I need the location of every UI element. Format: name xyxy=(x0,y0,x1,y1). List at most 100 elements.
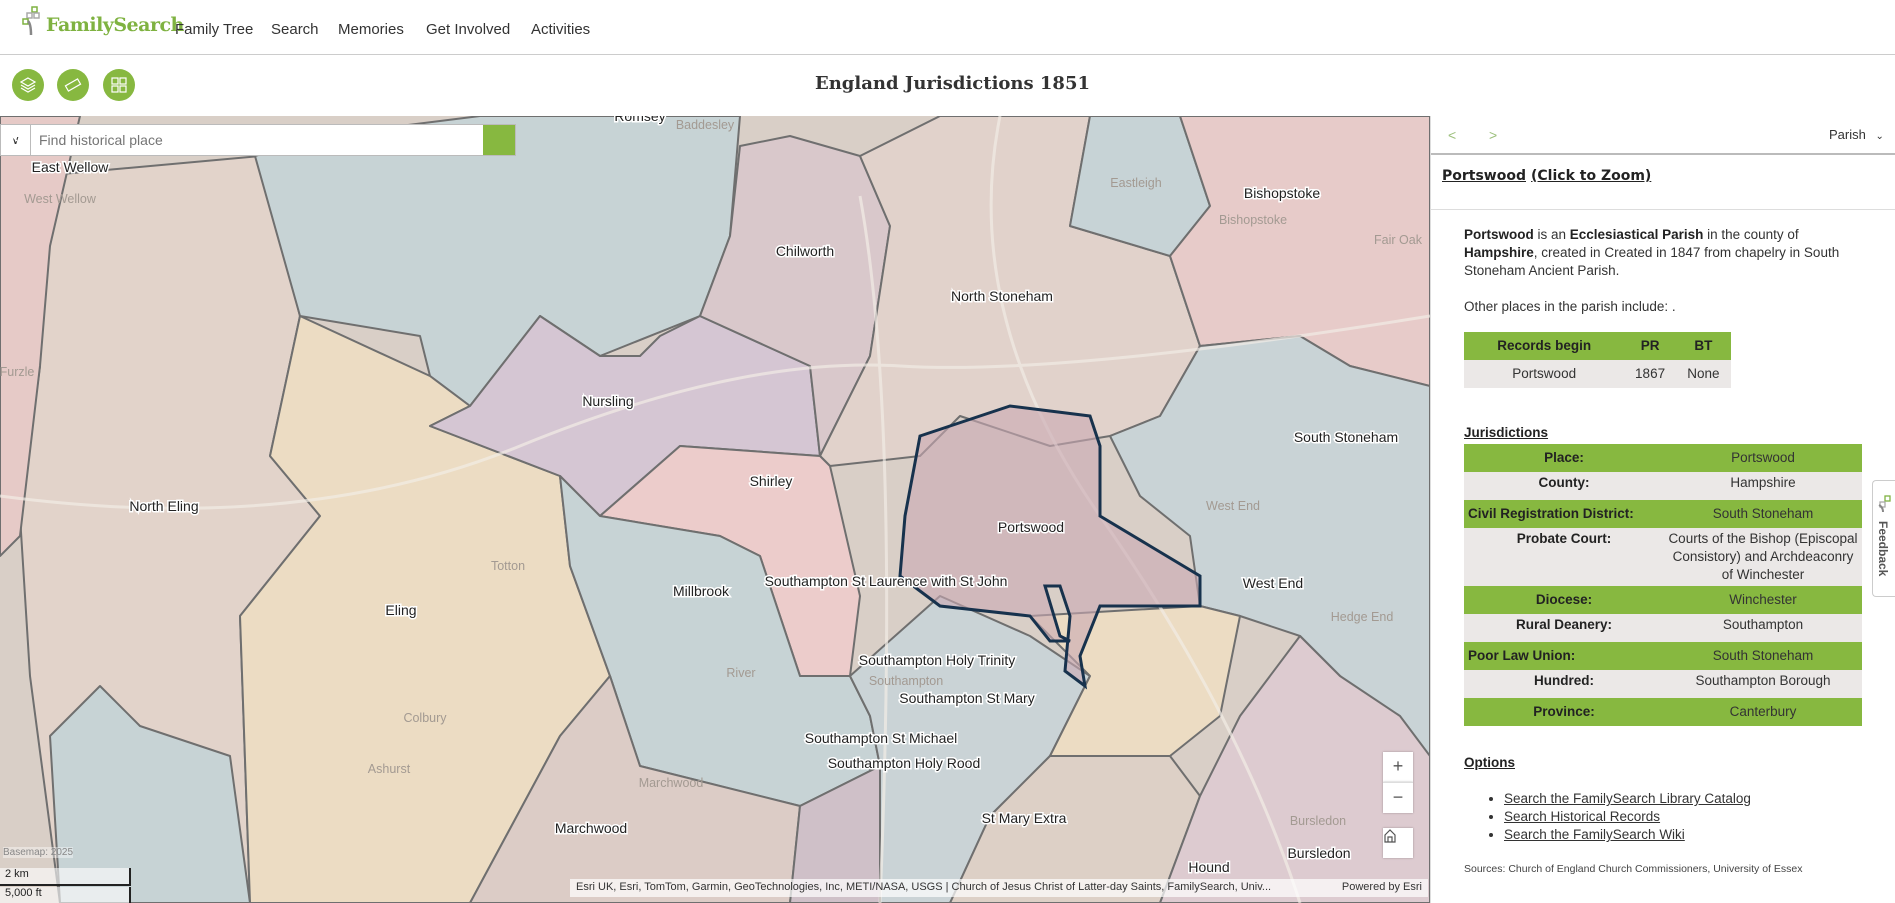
parish-label[interactable]: Southampton Holy Trinity xyxy=(857,651,1016,670)
panel-nav: < > Parish ⌄ xyxy=(1431,116,1895,155)
column-header: Records begin xyxy=(1464,332,1625,360)
feedback-label: Feedback xyxy=(1876,521,1890,577)
table-row: Portswood 1867 None xyxy=(1464,360,1731,388)
library-catalog-link[interactable]: Search the FamilySearch Library Catalog xyxy=(1504,791,1751,806)
basemap-label: Ashurst xyxy=(368,762,411,776)
nav-search[interactable]: Search xyxy=(271,21,319,38)
parish-label[interactable]: Millbrook xyxy=(671,582,731,601)
home-button[interactable] xyxy=(1383,828,1413,858)
parish-label[interactable]: Eling xyxy=(384,601,418,620)
basemap-label: Bishopstoke xyxy=(1219,213,1287,227)
tree-logo-icon xyxy=(22,6,40,36)
basemap-label: Bursledon xyxy=(1290,814,1346,828)
place-name-link[interactable]: Portswood xyxy=(1442,168,1526,184)
parish-label[interactable]: Portswood xyxy=(996,518,1065,537)
parish-label[interactable]: St Mary Extra xyxy=(980,809,1068,828)
table-row: Province: Canterbury xyxy=(1464,698,1862,726)
other-places: Other places in the parish include: . xyxy=(1464,299,1676,314)
nav-family-tree[interactable]: Family Tree xyxy=(175,21,254,38)
parish-label[interactable]: Shirley xyxy=(748,472,794,491)
region-west-pink xyxy=(0,116,81,557)
jurisdictions-heading: Jurisdictions xyxy=(1464,425,1549,440)
zoom-to-place-link[interactable]: (Click to Zoom) xyxy=(1531,168,1652,184)
parish-label[interactable]: Marchwood xyxy=(553,819,628,838)
options-heading: Options xyxy=(1464,755,1515,770)
basemap-label: Baddesley xyxy=(676,118,735,132)
parish-label[interactable]: Romsey xyxy=(613,116,667,126)
basemap-label: West End xyxy=(1206,499,1260,513)
place-description: Portswood is an Ecclesiastical Parish in… xyxy=(1464,227,1840,278)
parish-label[interactable]: Southampton Holy Rood xyxy=(826,754,982,773)
level-select[interactable]: Parish ⌄ xyxy=(1829,127,1884,142)
parish-label[interactable]: East Wellow xyxy=(30,158,111,177)
column-header: PR xyxy=(1624,332,1676,360)
page-title: England Jurisdictions 1851 xyxy=(814,73,1091,94)
logo-text: FamilySearch xyxy=(46,14,184,36)
parish-label[interactable]: West End xyxy=(1241,574,1304,593)
table-row: Place: Portswood xyxy=(1464,444,1862,472)
attribution-text: Esri UK, Esri, TomTom, Garmin, GeoTechno… xyxy=(576,881,1272,893)
map-view[interactable]: Baddesley West Wellow Eastleigh Bishopst… xyxy=(0,116,1430,903)
scale-km: 2 km xyxy=(0,868,131,886)
feedback-tab[interactable]: Feedback xyxy=(1872,480,1895,597)
next-button[interactable]: > xyxy=(1489,127,1498,143)
basemap-label: Fair Oak xyxy=(1374,233,1423,247)
place-heading: Portswood (Click to Zoom) xyxy=(1431,155,1895,210)
nav-activities[interactable]: Activities xyxy=(531,21,591,38)
parish-label[interactable]: Southampton St Mary xyxy=(898,689,1036,708)
parish-label[interactable]: North Stoneham xyxy=(950,287,1055,306)
column-header: BT xyxy=(1675,332,1731,360)
parish-label[interactable]: Chilworth xyxy=(774,242,835,261)
parish-label[interactable]: Southampton St Michael xyxy=(803,729,959,748)
options-list: Search the FamilySearch Library Catalog … xyxy=(1504,790,1862,844)
table-row: Hundred: Southampton Borough xyxy=(1464,670,1862,698)
parish-label[interactable]: North Eling xyxy=(128,497,200,516)
basemap-label: Hedge End xyxy=(1331,610,1394,624)
region-southwest-blue xyxy=(49,685,251,903)
region-marchwood xyxy=(469,675,801,903)
basemap-label: Colbury xyxy=(403,711,447,725)
zoom-out-button[interactable]: − xyxy=(1383,782,1413,813)
records-table: Records begin PR BT Portswood 1867 None xyxy=(1464,332,1731,388)
basemap-label: Totton xyxy=(491,559,525,573)
parish-labels: Romsey East Wellow Chilworth North Stone… xyxy=(30,116,1400,877)
historical-records-link[interactable]: Search Historical Records xyxy=(1504,809,1661,824)
wiki-link[interactable]: Search the FamilySearch Wiki xyxy=(1504,827,1685,842)
basemap-label: Southampton xyxy=(869,674,943,688)
jurisdiction-map[interactable]: Baddesley West Wellow Eastleigh Bishopst… xyxy=(0,116,1430,903)
table-row: Poor Law Union: South Stoneham xyxy=(1464,642,1862,670)
parish-label[interactable]: South Stoneham xyxy=(1292,428,1399,447)
basemap-label: West Wellow xyxy=(24,192,97,206)
parish-label[interactable]: Nursling xyxy=(581,392,635,411)
basemap-label: River xyxy=(726,666,755,680)
table-row: Probate Court: Courts of the Bishop (Epis… xyxy=(1464,528,1862,586)
map-toolbar: England Jurisdictions 1851 xyxy=(0,55,1895,116)
parish-label[interactable]: Southampton St Laurence with St John xyxy=(763,572,1009,591)
search-icon xyxy=(2,126,18,142)
map-attribution: Esri UK, Esri, TomTom, Garmin, GeoTechno… xyxy=(570,879,1428,897)
basemap-labels: Baddesley West Wellow Eastleigh Bishopst… xyxy=(0,118,1423,828)
parish-label[interactable]: Bursledon xyxy=(1286,844,1352,863)
grid-button[interactable] xyxy=(103,69,135,101)
nav-memories[interactable]: Memories xyxy=(338,21,404,38)
top-header: FamilySearch Family Tree Search Memories… xyxy=(0,0,1895,55)
basemap-note: Basemap: 2025 xyxy=(3,847,74,858)
scale-ft: 5,000 ft xyxy=(0,887,131,903)
region-south-purple xyxy=(789,765,881,903)
search-button[interactable] xyxy=(2,125,515,155)
basemap-label: Furzle xyxy=(0,365,34,379)
sources-note: Sources: Church of England Church Commis… xyxy=(1464,863,1803,875)
zoom-in-button[interactable]: + xyxy=(1383,752,1413,782)
parish-label[interactable]: Hound xyxy=(1187,858,1231,877)
familysearch-logo[interactable]: FamilySearch xyxy=(22,6,184,36)
nav-get-involved[interactable]: Get Involved xyxy=(426,21,511,38)
info-panel: < > Parish ⌄ Portswood (Click to Zoom) Po… xyxy=(1430,116,1895,903)
table-row: County: Hampshire xyxy=(1464,472,1862,500)
chevron-down-icon: ⌄ xyxy=(1875,131,1884,142)
powered-by-esri[interactable]: Powered by Esri xyxy=(1341,881,1422,893)
search-input[interactable] xyxy=(31,125,483,155)
measure-button[interactable] xyxy=(57,69,89,101)
layers-button[interactable] xyxy=(12,69,44,101)
previous-button[interactable]: < xyxy=(1448,127,1457,143)
parish-label[interactable]: Bishopstoke xyxy=(1242,184,1321,203)
